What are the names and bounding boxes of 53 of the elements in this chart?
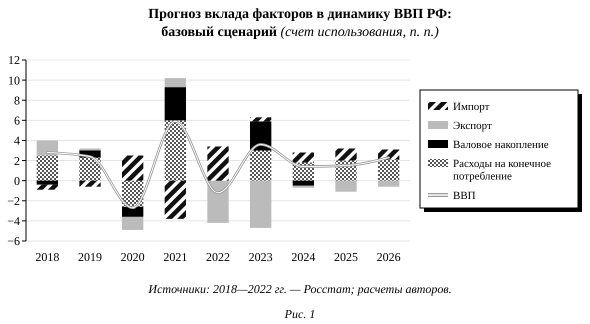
x-tick-label: 2018 — [35, 250, 60, 264]
y-tick-label: 0 — [14, 174, 20, 188]
bar — [122, 156, 144, 181]
legend-label: Валовое накопление — [453, 138, 549, 151]
bar — [292, 180, 314, 186]
x-tick-label: 2021 — [163, 250, 188, 264]
bar — [378, 180, 400, 187]
x-tick-label: 2023 — [248, 250, 273, 264]
y-tick-label: 8 — [14, 93, 20, 108]
legend-label: ВВП — [453, 190, 476, 202]
x-tick-label: 2026 — [376, 250, 401, 264]
legend-label: Расходы на конечное потребление — [453, 158, 552, 182]
bar — [79, 180, 101, 187]
x-tick-label: 2019 — [78, 250, 102, 264]
legend-label: Импорт — [453, 100, 490, 113]
bar — [378, 160, 400, 181]
bar — [335, 180, 357, 192]
bar — [36, 156, 58, 181]
x-tick-label: 2024 — [291, 250, 316, 264]
bar — [36, 184, 58, 190]
bar — [292, 152, 314, 163]
line-series — [46, 120, 390, 210]
bar — [164, 120, 186, 181]
y-tick-label: 4 — [14, 134, 20, 148]
text: Источники: 2018—2022 гг. — Росстат; расчеты авторов. — [147, 282, 452, 296]
y-tick-label: 12 — [8, 53, 20, 68]
x-tick-label: 2022 — [206, 250, 230, 264]
legend-label: Экспорт — [453, 120, 492, 132]
y-tick-label: −2 — [7, 194, 20, 208]
bar — [335, 148, 357, 161]
chart-subtitle: базовый сценарий (счет использования, п. п.) — [161, 25, 440, 40]
bar — [79, 158, 101, 181]
x-tick-label: 2020 — [120, 250, 145, 264]
bar — [250, 180, 272, 228]
text: Рис. 1 — [284, 307, 316, 321]
bar — [250, 150, 272, 181]
bar — [164, 180, 186, 219]
y-tick-label: −4 — [7, 214, 20, 228]
chart-title: Прогноз вклада факторов в динамику ВВП РФ: — [148, 7, 452, 22]
y-tick-label: 2 — [14, 154, 20, 168]
bar — [122, 216, 144, 230]
bar — [164, 78, 186, 88]
y-tick-label: 10 — [8, 73, 20, 88]
bar — [122, 206, 144, 217]
y-tick-label: 6 — [14, 114, 20, 128]
bar — [207, 146, 229, 181]
bar — [36, 140, 58, 156]
bar — [36, 180, 58, 185]
bar — [207, 180, 229, 223]
bar — [164, 87, 186, 120]
y-tick-label: −6 — [7, 234, 20, 248]
x-tick-label: 2025 — [334, 250, 358, 264]
bar — [250, 117, 272, 122]
